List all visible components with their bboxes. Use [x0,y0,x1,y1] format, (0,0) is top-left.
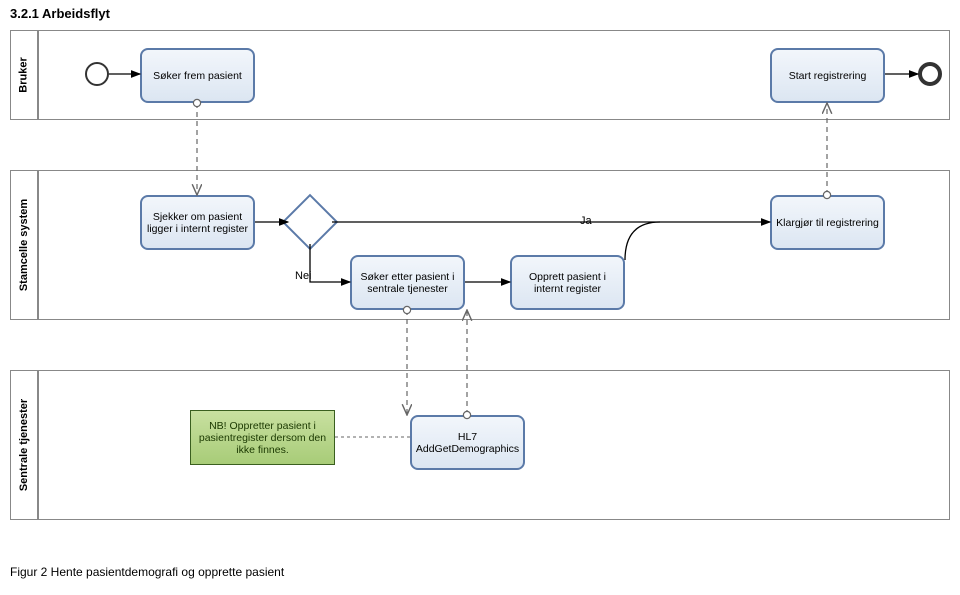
gateway-label-nei: Nei [295,270,312,282]
lane-label-stamcelle: Stamcelle system [18,199,30,291]
lane-label-bruker: Bruker [18,57,30,92]
lane-header-sentrale: Sentrale tjenester [10,370,38,520]
lane-label-sentrale: Sentrale tjenester [18,399,30,491]
end-event-bruker [918,62,942,86]
annotation-nb: NB! Oppretter pasient i pasientregister … [190,410,335,465]
task-soker-frem: Søker frem pasient [140,48,255,103]
task-start-registrering: Start registrering [770,48,885,103]
task-soker-etter: Søker etter pasient i sentrale tjenester [350,255,465,310]
start-event-bruker [85,62,109,86]
figure-caption: Figur 2 Hente pasientdemografi og oppret… [10,565,284,579]
gateway-label-ja: Ja [580,215,592,227]
task-opprett: Opprett pasient i internt register [510,255,625,310]
task-hl7: HL7 AddGetDemographics [410,415,525,470]
task-klargjor: Klargjør til registrering [770,195,885,250]
lane-header-bruker: Bruker [10,30,38,120]
section-title: 3.2.1 Arbeidsflyt [10,6,110,21]
task-sjekker: Sjekker om pasient ligger i internt regi… [140,195,255,250]
lane-header-stamcelle: Stamcelle system [10,170,38,320]
